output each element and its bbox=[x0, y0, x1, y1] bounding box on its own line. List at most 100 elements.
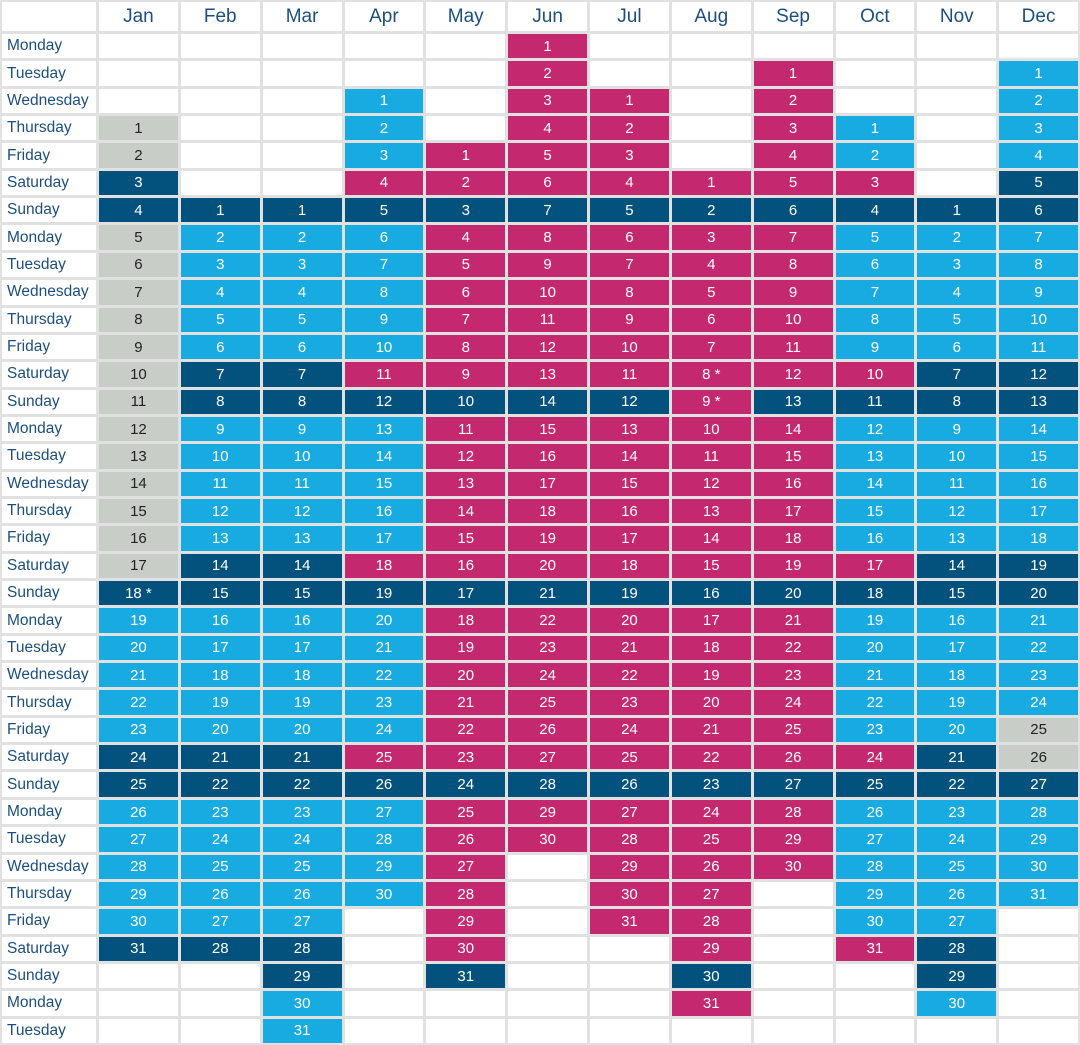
day-cell: 9 bbox=[835, 334, 915, 360]
month-header-may: May bbox=[426, 2, 506, 31]
day-cell: 4 bbox=[426, 225, 506, 250]
day-cell: 11 bbox=[262, 471, 342, 496]
day-cell: 18 bbox=[835, 581, 915, 606]
day-cell: 3 bbox=[426, 198, 506, 223]
day-cell: 25 bbox=[180, 854, 260, 879]
empty-cell bbox=[508, 881, 587, 907]
day-cell: 21 bbox=[99, 663, 178, 688]
day-cell: 24 bbox=[99, 745, 178, 770]
day-cell: 28 bbox=[344, 827, 424, 852]
day-cell: 29 bbox=[999, 827, 1078, 852]
day-cell: 29 bbox=[753, 827, 833, 852]
day-cell: 20 bbox=[753, 581, 833, 606]
day-cell: 25 bbox=[426, 799, 506, 825]
empty-cell bbox=[508, 991, 587, 1016]
empty-cell bbox=[180, 1018, 260, 1043]
day-cell: 4 bbox=[508, 116, 587, 141]
day-cell: 23 bbox=[590, 690, 669, 715]
day-cell: 8 bbox=[835, 307, 915, 332]
day-cell: 7 bbox=[671, 334, 751, 360]
day-cell: 2 bbox=[180, 225, 260, 250]
day-cell: 24 bbox=[835, 745, 915, 770]
weekday-label: Monday bbox=[2, 34, 96, 59]
day-cell: 19 bbox=[590, 581, 669, 606]
empty-cell bbox=[426, 34, 506, 59]
day-cell: 19 bbox=[671, 663, 751, 688]
day-cell: 28 bbox=[508, 772, 587, 797]
day-cell: 9 bbox=[426, 362, 506, 387]
day-cell: 15 bbox=[426, 526, 506, 551]
empty-cell bbox=[671, 1018, 751, 1043]
day-cell: 15 bbox=[999, 444, 1078, 469]
day-cell: 29 bbox=[99, 881, 178, 907]
day-cell: 14 bbox=[262, 553, 342, 579]
day-cell: 6 bbox=[99, 252, 178, 278]
day-cell: 25 bbox=[999, 717, 1078, 743]
empty-cell bbox=[590, 936, 669, 961]
day-cell: 17 bbox=[180, 635, 260, 661]
day-cell: 3 bbox=[835, 170, 915, 196]
day-cell: 17 bbox=[835, 553, 915, 579]
weekday-label: Sunday bbox=[2, 389, 96, 414]
weekday-label: Sunday bbox=[2, 198, 96, 223]
day-cell: 22 bbox=[99, 690, 178, 715]
day-cell: 25 bbox=[835, 772, 915, 797]
day-cell: 4 bbox=[590, 170, 669, 196]
day-cell: 16 bbox=[590, 498, 669, 524]
day-cell: 18 bbox=[999, 526, 1078, 551]
empty-cell bbox=[99, 1018, 178, 1043]
month-header-jul: Jul bbox=[590, 2, 669, 31]
day-cell: 31 bbox=[99, 936, 178, 961]
empty-cell bbox=[344, 963, 424, 989]
day-cell: 20 bbox=[344, 608, 424, 633]
day-cell: 27 bbox=[590, 799, 669, 825]
day-cell: 8 bbox=[590, 280, 669, 305]
day-cell: 15 bbox=[753, 444, 833, 469]
weekday-label: Monday bbox=[2, 416, 96, 442]
day-cell: 20 bbox=[426, 663, 506, 688]
day-cell: 17 bbox=[999, 498, 1078, 524]
empty-cell bbox=[590, 61, 669, 86]
day-cell: 28 bbox=[590, 827, 669, 852]
empty-cell bbox=[180, 963, 260, 989]
day-cell: 14 bbox=[590, 444, 669, 469]
empty-cell bbox=[917, 170, 997, 196]
empty-cell bbox=[590, 963, 669, 989]
day-cell: 21 bbox=[590, 635, 669, 661]
month-header-nov: Nov bbox=[917, 2, 997, 31]
day-cell: 4 bbox=[262, 280, 342, 305]
empty-cell bbox=[180, 991, 260, 1016]
empty-cell bbox=[671, 88, 751, 114]
day-cell: 1 bbox=[999, 61, 1078, 86]
day-cell: 5 bbox=[753, 170, 833, 196]
day-cell: 21 bbox=[262, 745, 342, 770]
day-cell: 31 bbox=[262, 1018, 342, 1043]
day-cell: 22 bbox=[999, 635, 1078, 661]
day-cell: 7 bbox=[508, 198, 587, 223]
weekday-label: Tuesday bbox=[2, 61, 96, 86]
empty-cell bbox=[753, 936, 833, 961]
day-cell: 30 bbox=[917, 991, 997, 1016]
weekday-label: Tuesday bbox=[2, 252, 96, 278]
day-cell: 30 bbox=[753, 854, 833, 879]
weekday-label: Tuesday bbox=[2, 827, 96, 852]
day-cell: 24 bbox=[590, 717, 669, 743]
day-cell: 6 bbox=[344, 225, 424, 250]
day-cell: 30 bbox=[262, 991, 342, 1016]
empty-cell bbox=[344, 909, 424, 934]
day-cell: 27 bbox=[180, 909, 260, 934]
day-cell: 10 bbox=[426, 389, 506, 414]
day-cell: 9 bbox=[262, 416, 342, 442]
day-cell: 26 bbox=[99, 799, 178, 825]
day-cell: 4 bbox=[99, 198, 178, 223]
day-cell: 14 bbox=[753, 416, 833, 442]
empty-cell bbox=[590, 1018, 669, 1043]
day-cell: 6 bbox=[262, 334, 342, 360]
day-cell: 13 bbox=[508, 362, 587, 387]
empty-cell bbox=[262, 170, 342, 196]
day-cell: 26 bbox=[671, 854, 751, 879]
day-cell: 15 bbox=[508, 416, 587, 442]
empty-cell bbox=[508, 1018, 587, 1043]
day-cell: 27 bbox=[99, 827, 178, 852]
day-cell: 26 bbox=[590, 772, 669, 797]
